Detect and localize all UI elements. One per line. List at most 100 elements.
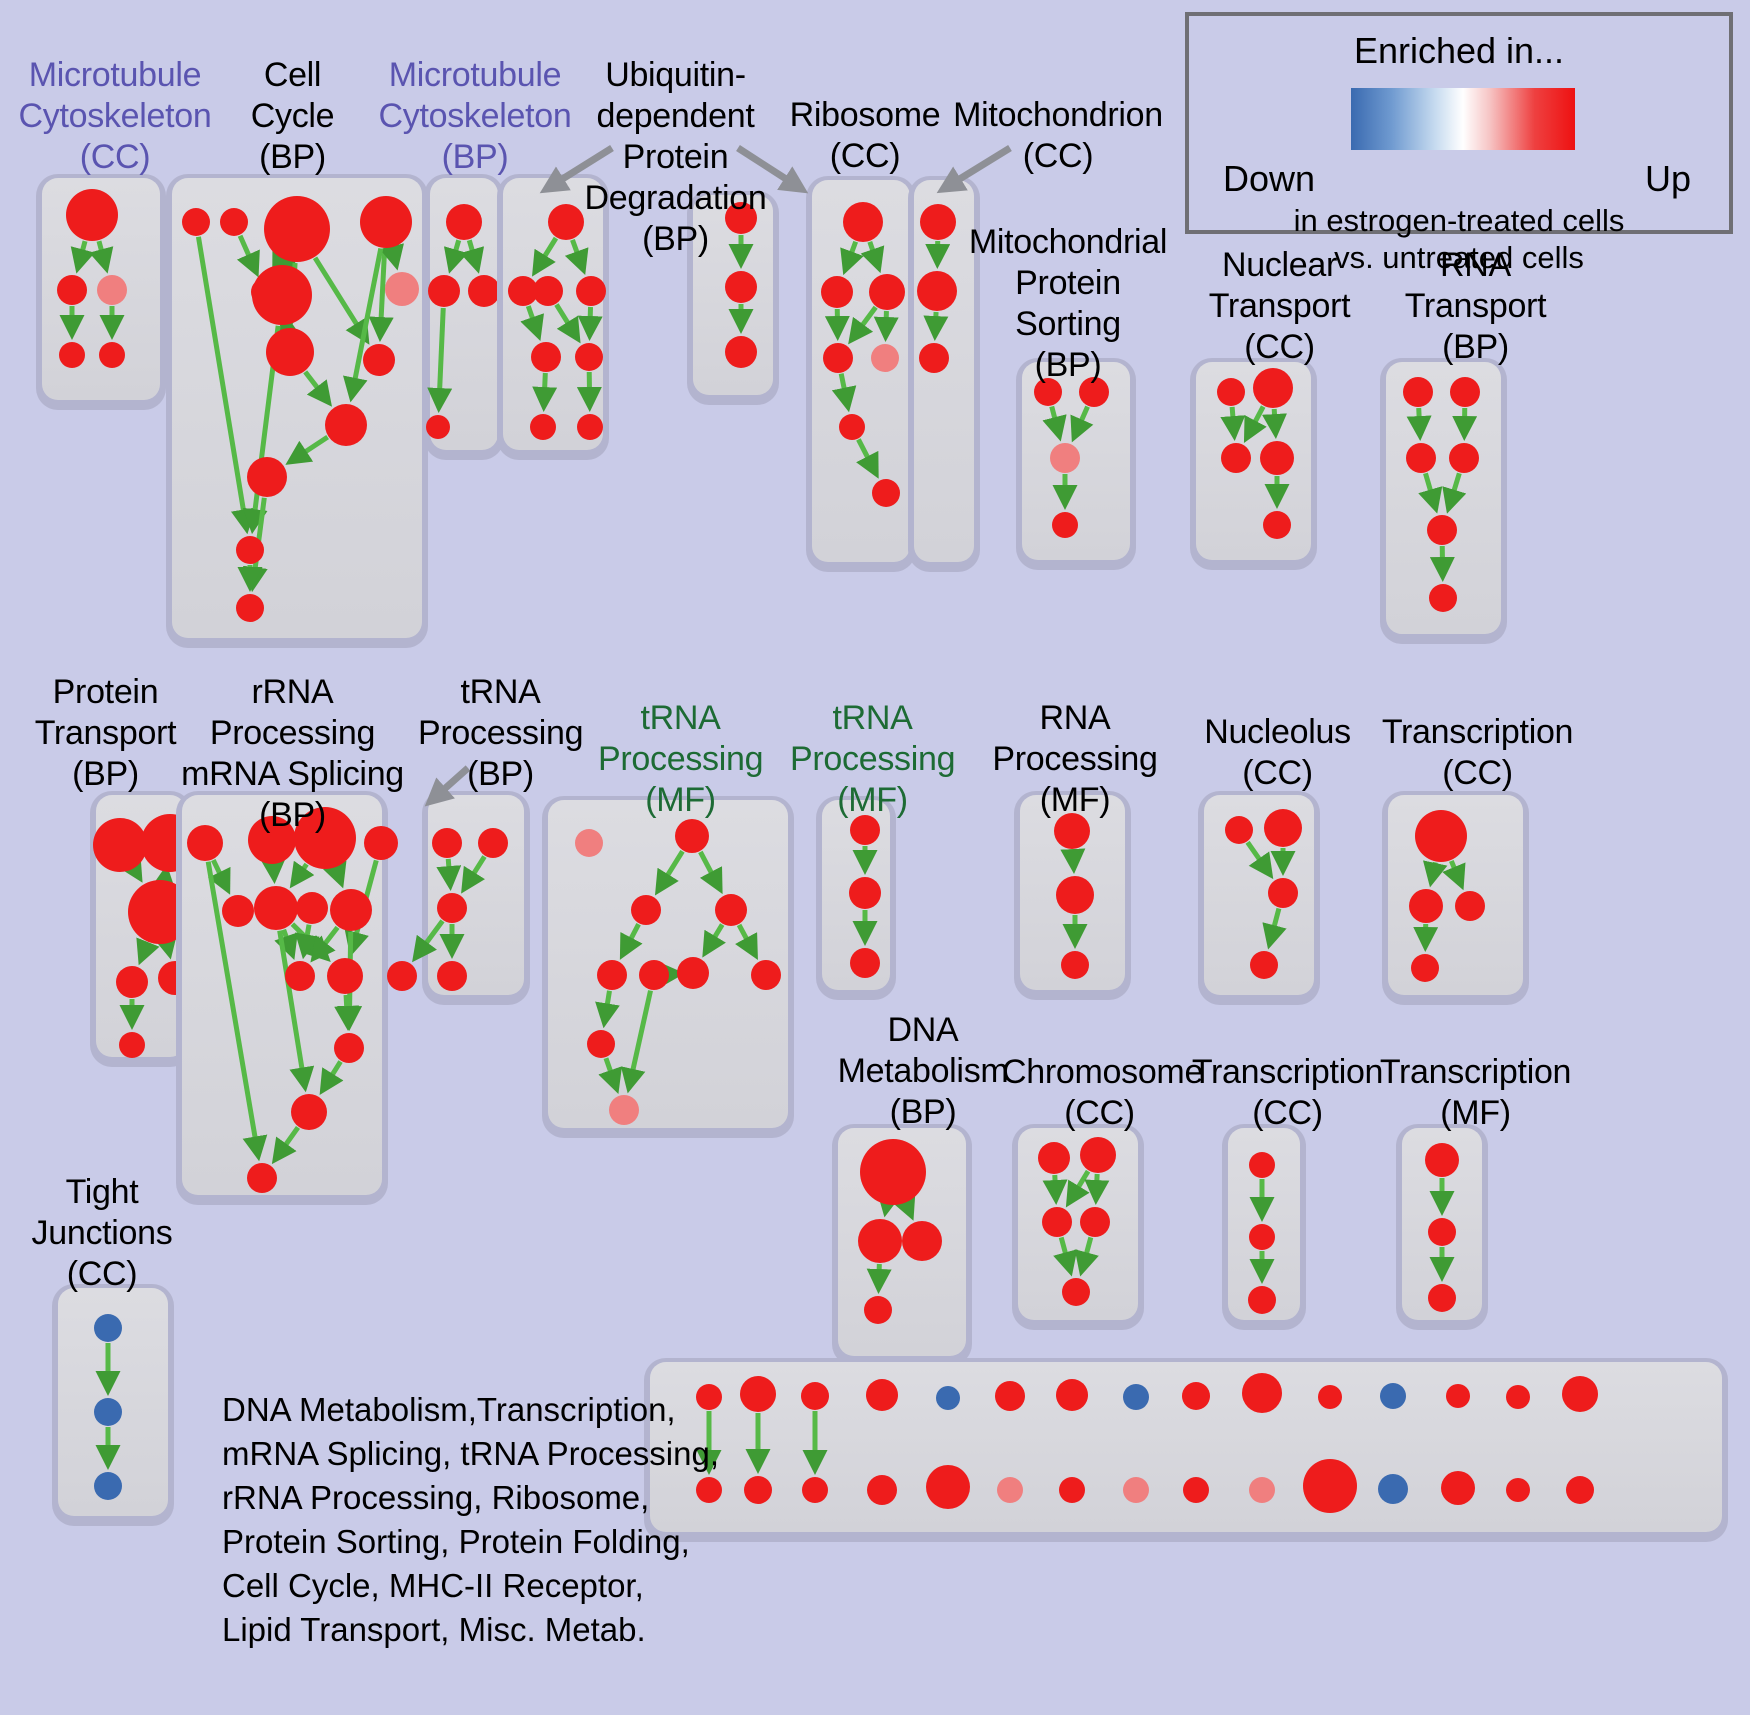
network-node[interactable] <box>696 1384 722 1410</box>
network-node[interactable] <box>869 274 905 310</box>
network-node[interactable] <box>236 594 264 622</box>
network-node[interactable] <box>432 828 462 858</box>
network-node[interactable] <box>1427 515 1457 545</box>
network-node[interactable] <box>94 1472 122 1500</box>
network-node[interactable] <box>285 961 315 991</box>
network-node[interactable] <box>1217 378 1245 406</box>
network-node[interactable] <box>97 275 127 305</box>
network-node[interactable] <box>871 344 899 372</box>
network-node[interactable] <box>531 342 561 372</box>
network-node[interactable] <box>740 1376 776 1412</box>
network-node[interactable] <box>508 276 538 306</box>
network-node[interactable] <box>291 1094 327 1130</box>
network-node[interactable] <box>182 208 210 236</box>
network-node[interactable] <box>1050 443 1080 473</box>
network-node[interactable] <box>222 895 254 927</box>
network-node[interactable] <box>1061 951 1089 979</box>
network-node[interactable] <box>294 807 356 869</box>
network-node[interactable] <box>66 189 118 241</box>
network-node[interactable] <box>1052 512 1078 538</box>
network-node[interactable] <box>751 960 781 990</box>
network-node[interactable] <box>936 1386 960 1410</box>
network-node[interactable] <box>725 202 757 234</box>
network-node[interactable] <box>843 202 883 242</box>
network-node[interactable] <box>385 272 419 306</box>
network-node[interactable] <box>1182 1382 1210 1410</box>
network-node[interactable] <box>99 342 125 368</box>
network-node[interactable] <box>1250 951 1278 979</box>
network-node[interactable] <box>587 1030 615 1058</box>
network-node[interactable] <box>57 275 87 305</box>
network-node[interactable] <box>850 815 880 845</box>
network-node[interactable] <box>1249 1152 1275 1178</box>
network-node[interactable] <box>1263 511 1291 539</box>
network-node[interactable] <box>1455 891 1485 921</box>
network-node[interactable] <box>247 457 287 497</box>
network-node[interactable] <box>597 960 627 990</box>
network-node[interactable] <box>548 204 584 240</box>
network-node[interactable] <box>327 958 363 994</box>
network-node[interactable] <box>1378 1474 1408 1504</box>
network-node[interactable] <box>119 1032 145 1058</box>
network-node[interactable] <box>715 894 747 926</box>
network-node[interactable] <box>1425 1143 1459 1177</box>
network-node[interactable] <box>1303 1459 1357 1513</box>
network-node[interactable] <box>1428 1284 1456 1312</box>
network-node[interactable] <box>696 1477 722 1503</box>
network-node[interactable] <box>426 415 450 439</box>
network-node[interactable] <box>858 1219 902 1263</box>
network-node[interactable] <box>1249 1224 1275 1250</box>
network-node[interactable] <box>1562 1376 1598 1412</box>
network-node[interactable] <box>631 895 661 925</box>
network-node[interactable] <box>1264 809 1302 847</box>
network-node[interactable] <box>1056 876 1094 914</box>
network-node[interactable] <box>446 204 482 240</box>
network-node[interactable] <box>802 1477 828 1503</box>
network-node[interactable] <box>296 892 328 924</box>
network-node[interactable] <box>920 204 956 240</box>
network-node[interactable] <box>744 1476 772 1504</box>
network-node[interactable] <box>1318 1385 1342 1409</box>
network-node[interactable] <box>468 275 500 307</box>
network-node[interactable] <box>1446 1384 1470 1408</box>
network-node[interactable] <box>577 414 603 440</box>
network-node[interactable] <box>725 336 757 368</box>
network-node[interactable] <box>1042 1207 1072 1237</box>
network-node[interactable] <box>1253 368 1293 408</box>
network-node[interactable] <box>1248 1286 1276 1314</box>
network-node[interactable] <box>675 819 709 853</box>
network-node[interactable] <box>1221 443 1251 473</box>
network-node[interactable] <box>1429 584 1457 612</box>
network-node[interactable] <box>363 344 395 376</box>
network-node[interactable] <box>926 1465 970 1509</box>
network-node[interactable] <box>919 343 949 373</box>
network-node[interactable] <box>252 265 312 325</box>
network-node[interactable] <box>247 1163 277 1193</box>
network-node[interactable] <box>860 1139 926 1205</box>
network-node[interactable] <box>1506 1385 1530 1409</box>
network-node[interactable] <box>872 479 900 507</box>
network-node[interactable] <box>1428 1218 1456 1246</box>
network-node[interactable] <box>248 816 296 864</box>
network-node[interactable] <box>849 877 881 909</box>
network-node[interactable] <box>1080 1137 1116 1173</box>
network-node[interactable] <box>864 1296 892 1324</box>
network-node[interactable] <box>1225 816 1253 844</box>
network-node[interactable] <box>93 818 147 872</box>
network-node[interactable] <box>575 829 603 857</box>
network-node[interactable] <box>1038 1142 1070 1174</box>
network-node[interactable] <box>1268 878 1298 908</box>
network-node[interactable] <box>995 1381 1025 1411</box>
network-node[interactable] <box>187 825 223 861</box>
network-node[interactable] <box>116 966 148 998</box>
network-node[interactable] <box>364 826 398 860</box>
network-node[interactable] <box>59 342 85 368</box>
network-node[interactable] <box>1449 443 1479 473</box>
network-node[interactable] <box>478 828 508 858</box>
network-node[interactable] <box>1059 1477 1085 1503</box>
network-node[interactable] <box>823 343 853 373</box>
network-node[interactable] <box>867 1475 897 1505</box>
network-node[interactable] <box>1056 1379 1088 1411</box>
network-node[interactable] <box>428 275 460 307</box>
network-node[interactable] <box>266 328 314 376</box>
